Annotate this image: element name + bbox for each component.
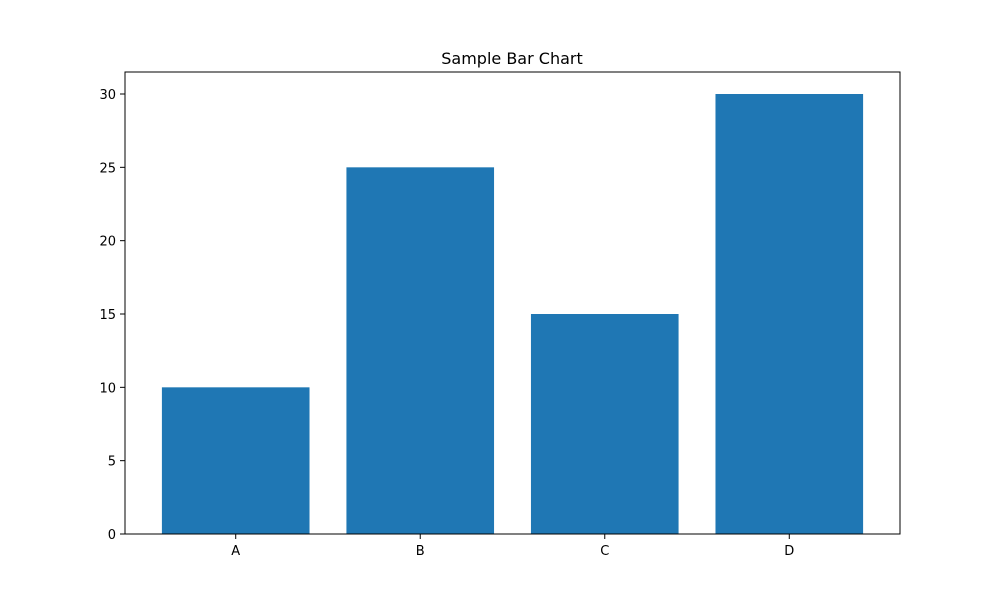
y-tick-label: 10 (99, 381, 116, 396)
y-tick-label: 25 (99, 161, 116, 176)
y-tick-label: 15 (99, 308, 116, 323)
bar-b (346, 167, 495, 534)
bars-layer (161, 94, 864, 534)
x-tick-label: A (231, 544, 240, 559)
bar-a (161, 387, 310, 534)
y-tick-label: 20 (99, 235, 116, 250)
x-tick-label: B (416, 544, 425, 559)
x-tick-label: C (600, 544, 609, 559)
plot-frame (124, 71, 901, 535)
ticks-layer: A B C D 0 5 10 15 20 25 30 (99, 88, 794, 559)
bar-c (530, 314, 679, 534)
y-tick-label: 5 (108, 455, 116, 470)
y-tick-label: 30 (99, 88, 116, 103)
chart-title: Sample Bar Chart (441, 49, 583, 68)
y-tick-label: 0 (108, 528, 116, 543)
x-tick-label: D (784, 544, 794, 559)
bar-d (715, 94, 864, 534)
axes-layer (124, 71, 901, 535)
